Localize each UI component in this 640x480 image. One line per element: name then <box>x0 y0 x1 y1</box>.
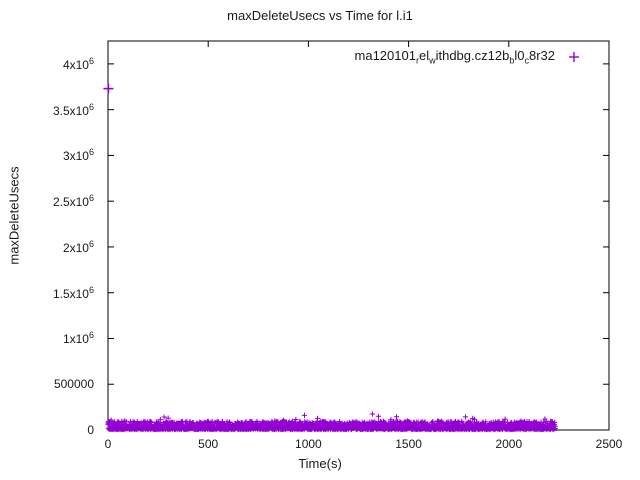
x-tick-label: 500 <box>198 437 219 451</box>
legend-entry-label: ma120101relwithdbg.cz12bbl0c8r32 <box>354 48 555 66</box>
x-tick-label: 1500 <box>395 437 422 451</box>
y-tick-label: 0 <box>87 423 94 437</box>
chart-title: maxDeleteUsecs vs Time for l.i1 <box>227 8 413 23</box>
y-tick-label: 1x106 <box>62 330 94 347</box>
y-tick-label: 2.5x106 <box>52 193 94 210</box>
x-tick-label: 0 <box>104 437 112 451</box>
x-tick-label: 2000 <box>495 437 523 451</box>
y-tick-label: 2x106 <box>62 238 94 255</box>
legend-marker-plus <box>569 52 579 62</box>
x-tick-label: 2500 <box>595 437 623 451</box>
y-tick-label: 1.5x106 <box>52 284 94 301</box>
y-tick-label: 3x106 <box>62 147 94 164</box>
data-point-layer <box>103 83 558 432</box>
y-tick-label: 500000 <box>53 377 94 392</box>
y-tick-label: 4x106 <box>62 55 94 72</box>
x-tick-label: 1000 <box>295 437 322 451</box>
x-axis-label: Time(s) <box>298 456 342 471</box>
y-tick-label: 3.5x106 <box>52 101 94 118</box>
axis-frame <box>107 40 610 431</box>
